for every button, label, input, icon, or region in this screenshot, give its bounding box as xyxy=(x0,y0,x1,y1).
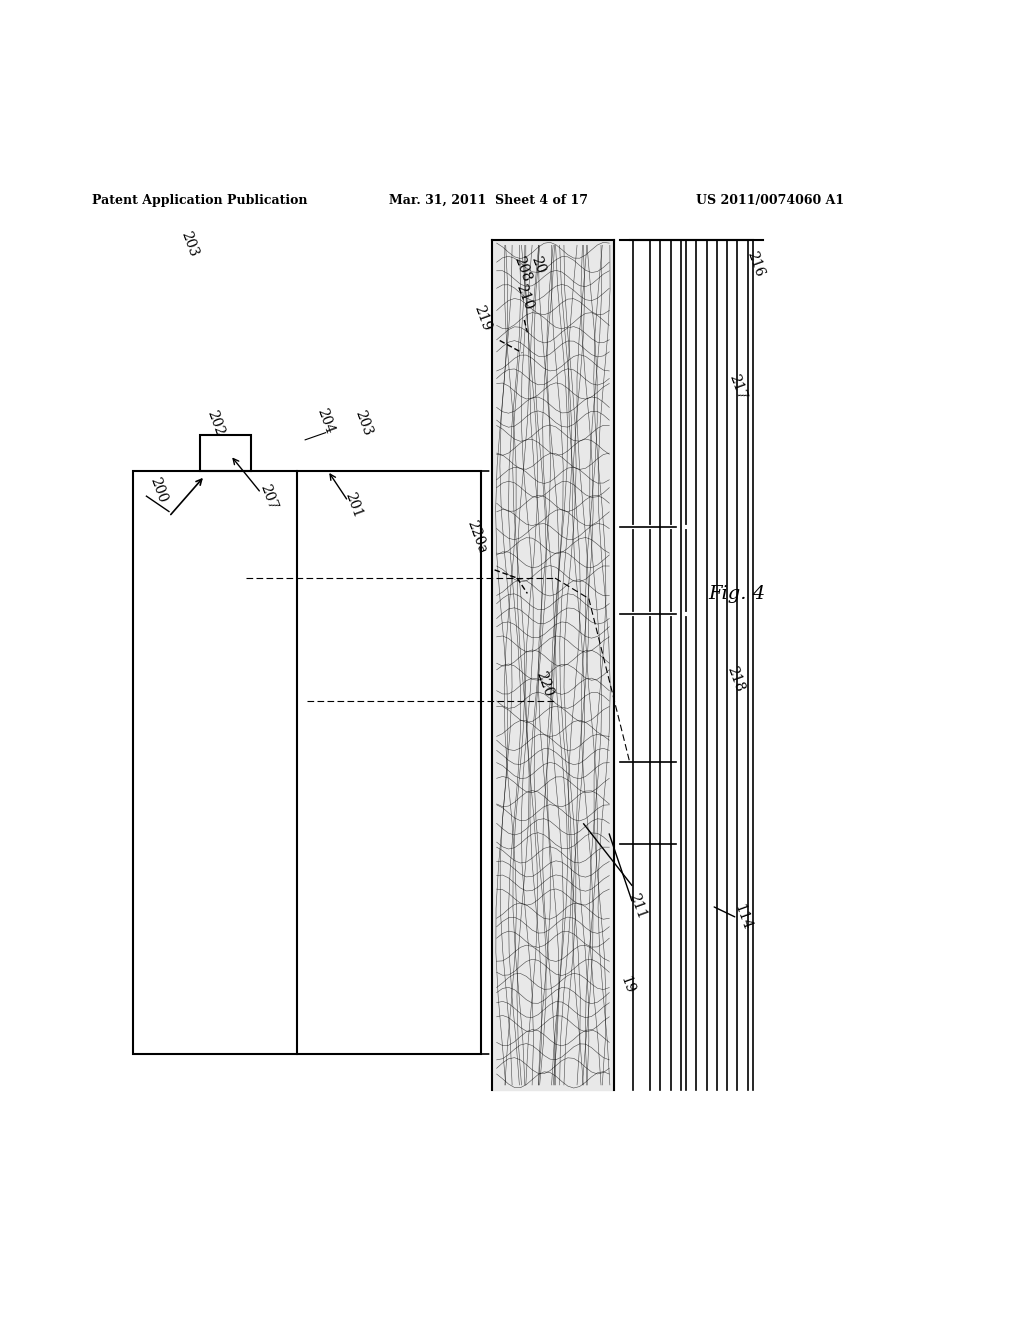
Text: 220a: 220a xyxy=(465,519,489,556)
Text: 216: 216 xyxy=(744,249,767,279)
Text: 217: 217 xyxy=(726,372,749,401)
Text: US 2011/0074060 A1: US 2011/0074060 A1 xyxy=(696,194,845,207)
Text: 204: 204 xyxy=(314,407,337,436)
Text: 203: 203 xyxy=(178,230,201,259)
Text: 114: 114 xyxy=(731,903,754,932)
Text: Fig. 4: Fig. 4 xyxy=(709,585,766,602)
Text: 20: 20 xyxy=(528,255,547,276)
Text: 200: 200 xyxy=(147,475,170,504)
Text: 201: 201 xyxy=(342,490,365,520)
Text: Mar. 31, 2011  Sheet 4 of 17: Mar. 31, 2011 Sheet 4 of 17 xyxy=(389,194,588,207)
Text: 207: 207 xyxy=(257,482,280,511)
Text: 208: 208 xyxy=(511,255,534,284)
Text: 202: 202 xyxy=(204,408,226,438)
Text: 210: 210 xyxy=(513,282,536,312)
Text: Patent Application Publication: Patent Application Publication xyxy=(92,194,307,207)
Text: 211: 211 xyxy=(626,891,648,921)
Text: 203: 203 xyxy=(352,408,375,438)
Text: 218: 218 xyxy=(724,664,746,694)
Text: 19: 19 xyxy=(617,974,636,995)
Text: 220: 220 xyxy=(534,669,556,698)
Text: 219: 219 xyxy=(471,304,494,333)
